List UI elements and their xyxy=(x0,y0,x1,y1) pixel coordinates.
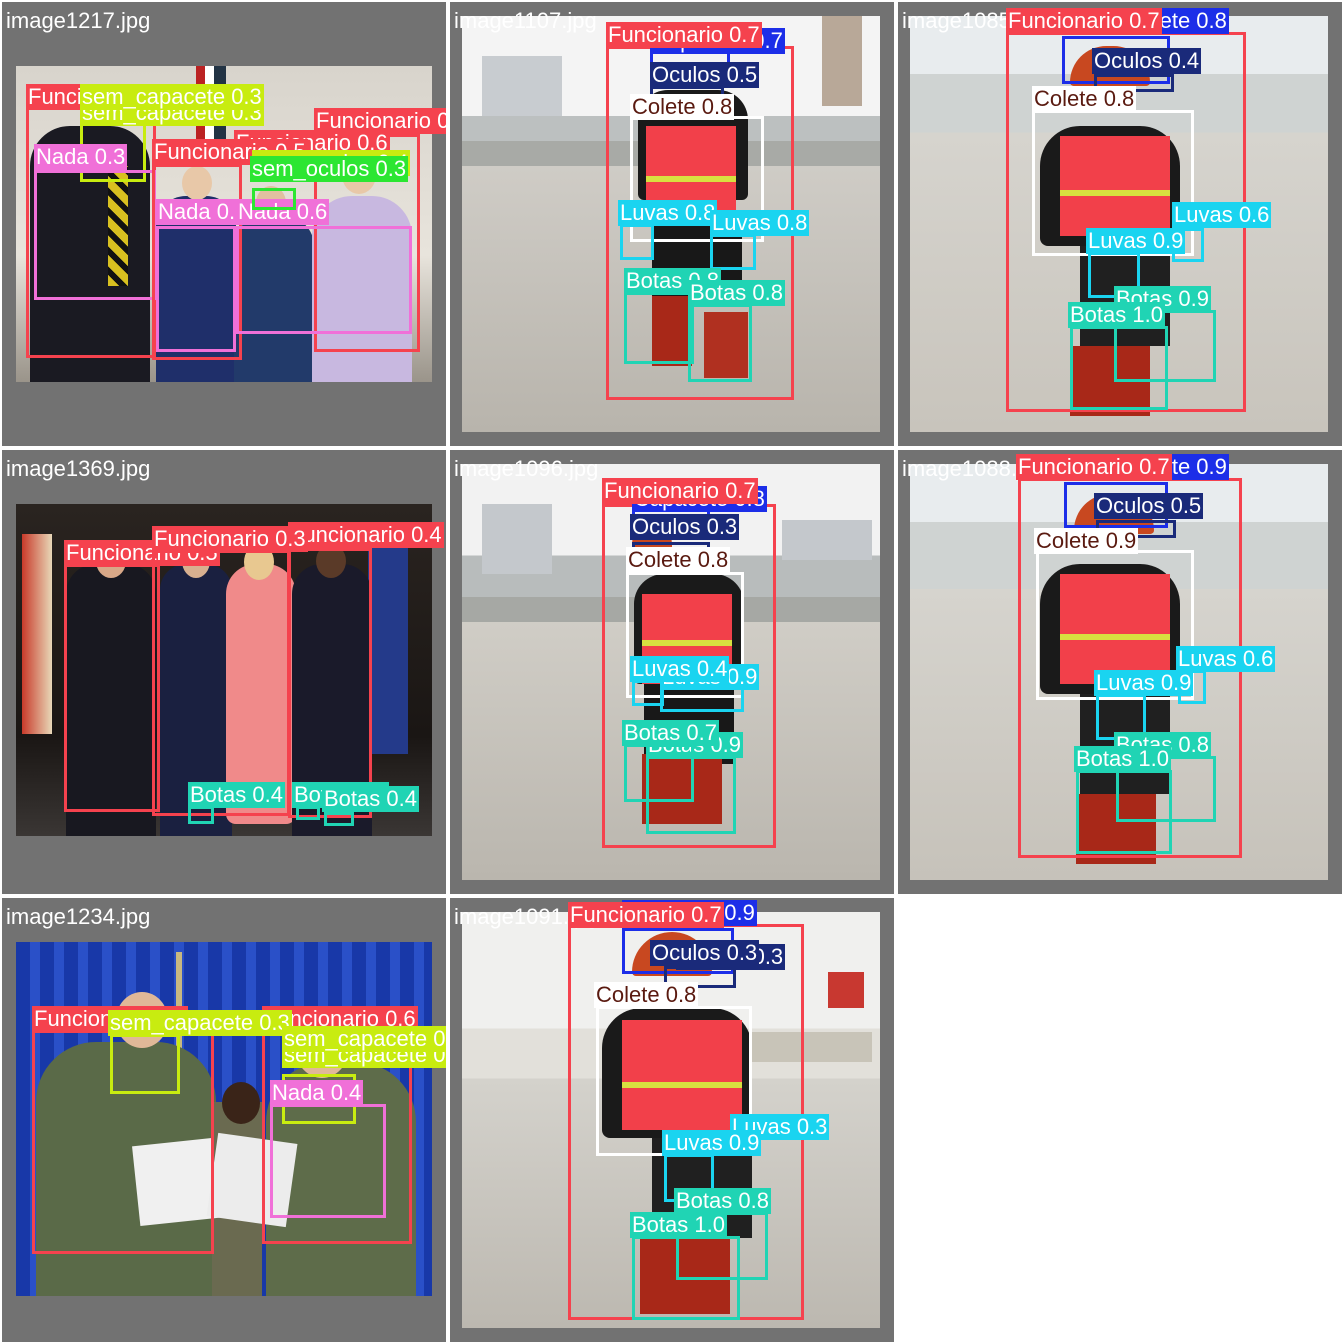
detection-label: Funcionario 0.4 xyxy=(288,522,444,548)
detection-label: Luvas 0.9 xyxy=(1094,670,1194,696)
detection-label: Botas 0.7 xyxy=(622,720,719,746)
detection-label: Oculos 0.3 xyxy=(630,514,740,540)
detection-label: sem_capacete 0.4 xyxy=(282,1026,446,1052)
detection-label: Funcionario 0.7 xyxy=(602,478,758,504)
bbox-botas xyxy=(1070,326,1168,410)
bbox-nada xyxy=(270,1104,386,1218)
detection-label: Funcionario 0.7 xyxy=(606,22,762,48)
detection-label: Botas 1.0 xyxy=(1074,746,1171,772)
detection-label: Colete 0.8 xyxy=(630,94,735,120)
detection-overlays: Funcionario 0.5 Funcionario 0.4 Funciona… xyxy=(2,450,446,894)
tile-image1234: image1234.jpg Funcionario 0.6 Funcionari… xyxy=(2,898,446,1342)
photo-image1234 xyxy=(16,942,432,1296)
detection-label: sem_capacete 0.3 xyxy=(108,1010,292,1036)
bbox-funcionario xyxy=(152,550,290,816)
bbox-botas xyxy=(188,806,214,824)
tile-image1091: image1091.jpg Capacete 0.9 Funcionario 0… xyxy=(450,898,894,1342)
tile-filename: image1096.jpg xyxy=(454,456,599,481)
detection-label: Luvas 0.6 xyxy=(1176,646,1276,672)
bbox-colete xyxy=(626,572,744,698)
detection-label: Funcionario 0.7 xyxy=(1006,8,1162,34)
bbox-funcionario xyxy=(64,564,160,812)
tile-image1088: image1088.jpg Capacete 0.9 Funcionario 0… xyxy=(898,450,1342,894)
tile-image1085: image1085.jpg Capacete 0.8 Funcionario 0… xyxy=(898,2,1342,446)
detection-label: Nada 0.4 xyxy=(270,1080,364,1106)
detection-label: Luvas 0.3 xyxy=(730,1114,830,1140)
bbox-nada xyxy=(236,226,412,334)
bbox-luvas xyxy=(620,224,654,260)
detection-overlays: Capacete 0.9 Funcionario 0.7 Oculos 0.5 … xyxy=(898,450,1342,894)
detection-label: Botas 0.8 xyxy=(674,1188,771,1214)
detection-label: Colete 0.8 xyxy=(594,982,699,1008)
bbox-botas xyxy=(688,304,752,382)
detection-overlays: Capacete 0.9 Funcionario 0.7 Oculos 0.3 … xyxy=(450,898,894,1342)
detection-label: Oculos 0.4 xyxy=(1092,48,1202,74)
detection-label: Funcionario 0.3 xyxy=(152,526,308,552)
bbox-botas xyxy=(324,812,354,826)
detection-overlays: Capacete 0.7 Funcionario 0.7 Oculos 0.5 … xyxy=(450,2,894,446)
detection-label: Funcionario 0.6 xyxy=(314,108,446,134)
detection-label: Luvas 0.9 xyxy=(662,1130,762,1156)
detection-label: Botas 1.0 xyxy=(1068,302,1165,328)
detection-label: Botas 0.4 xyxy=(322,786,419,812)
detection-label: Oculos 0.3 xyxy=(650,940,760,966)
detection-label: Colete 0.9 xyxy=(1034,528,1139,554)
bbox-sem-capacete xyxy=(110,1034,180,1094)
detection-overlays: Capacete 0.8 Funcionario 0.7 Oculos 0.3 … xyxy=(450,450,894,894)
detection-overlays: Funcionario 0.6 Funcionario 0.6 sem_capa… xyxy=(2,898,446,1342)
bbox-luvas xyxy=(710,234,756,270)
detection-label: Nada 0.6 xyxy=(156,199,250,225)
detection-label: Luvas 0.8 xyxy=(618,200,718,226)
bbox-botas xyxy=(1076,770,1172,854)
tile-filename: image1369.jpg xyxy=(6,456,151,481)
detection-label: Luvas 0.4 xyxy=(630,656,730,682)
detection-label: Luvas 0.8 xyxy=(710,210,810,236)
detection-label: Funcionario 0.7 xyxy=(568,902,724,928)
detection-label: Luvas 0.6 xyxy=(1172,202,1272,228)
tile-filename: image1234.jpg xyxy=(6,904,151,929)
tile-image1096: image1096.jpg Capacete 0.8 Funcionario 0… xyxy=(450,450,894,894)
detection-label: sem_oculos 0.3 xyxy=(250,156,409,182)
bbox-luvas xyxy=(632,680,664,706)
detection-label: Nada 0.3 xyxy=(34,144,128,170)
tile-filename: image1107.jpg xyxy=(454,8,597,33)
bbox-sem-oculos xyxy=(252,188,296,210)
bbox-funcionario xyxy=(152,164,242,360)
empty-tile xyxy=(898,898,1342,1342)
tile-image1107: image1107.jpg Capacete 0.7 Funcionario 0… xyxy=(450,2,894,446)
detection-label: sem_capacete 0.3 xyxy=(80,84,264,110)
bbox-botas xyxy=(296,806,320,820)
bbox-botas xyxy=(632,1236,740,1320)
detection-overlays: Capacete 0.8 Funcionario 0.7 Oculos 0.4 … xyxy=(898,2,1342,446)
bbox-funcionario xyxy=(288,548,372,818)
tile-image1369: image1369.jpg Funcionario 0.5 Funcionari… xyxy=(2,450,446,894)
detection-label: Botas 0.4 xyxy=(188,782,285,808)
bbox-botas xyxy=(624,292,694,364)
detection-label: Funcionario 0.7 xyxy=(1016,454,1172,480)
detection-label: Botas 0.8 xyxy=(688,280,785,306)
photo-image1369 xyxy=(16,504,432,836)
detection-label: Luvas 0.9 xyxy=(1086,228,1186,254)
detection-label: Colete 0.8 xyxy=(626,547,731,573)
detection-label: Oculos 0.5 xyxy=(650,62,760,88)
detection-label: Oculos 0.5 xyxy=(1094,493,1204,519)
bbox-nada xyxy=(156,226,236,352)
bbox-botas xyxy=(624,744,694,802)
detection-label: Botas 1.0 xyxy=(630,1212,727,1238)
detection-label: Colete 0.8 xyxy=(1032,86,1137,112)
tile-image1217: image1217.jpg Funcionario 0.7 sem_capace… xyxy=(2,2,446,446)
bbox-nada xyxy=(34,170,156,300)
detection-overlays: Funcionario 0.7 sem_capacete 0.3 sem_cap… xyxy=(2,2,446,446)
tile-filename: image1217.jpg xyxy=(6,8,151,33)
